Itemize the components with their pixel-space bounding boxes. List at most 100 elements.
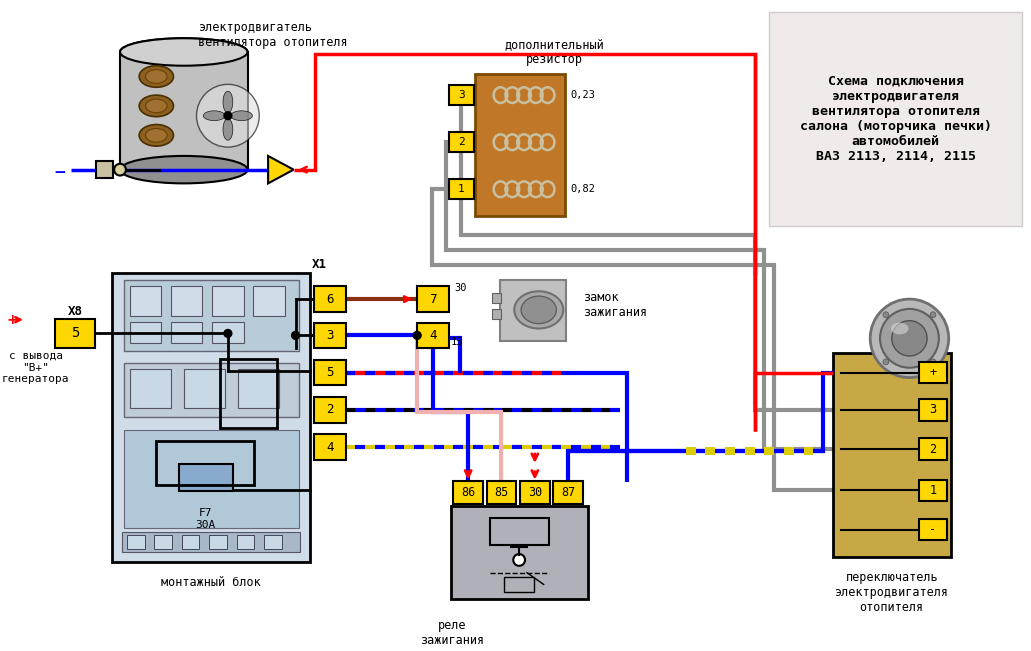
Bar (314, 397, 345, 422)
Bar (784, 447, 794, 455)
Circle shape (880, 309, 939, 368)
Text: 5: 5 (71, 326, 79, 340)
Ellipse shape (521, 296, 557, 324)
Text: 85: 85 (495, 486, 508, 499)
Text: 0,23: 0,23 (570, 90, 595, 100)
Bar (124, 430, 299, 527)
Circle shape (883, 359, 889, 365)
Text: реле
зажигания: реле зажигания (421, 619, 485, 647)
Ellipse shape (145, 128, 167, 142)
Bar (418, 323, 448, 348)
Bar (157, 441, 255, 486)
Text: монтажный блок: монтажный блок (161, 575, 261, 589)
Bar (264, 535, 281, 549)
Text: Х1: Х1 (312, 258, 327, 271)
Circle shape (513, 554, 525, 566)
Text: 15: 15 (451, 337, 463, 347)
Bar (451, 506, 588, 599)
Bar (122, 533, 300, 552)
Ellipse shape (223, 118, 233, 140)
Bar (744, 447, 755, 455)
Ellipse shape (231, 111, 253, 120)
Bar (490, 518, 548, 546)
Circle shape (114, 164, 126, 176)
Bar (171, 286, 202, 316)
Bar (127, 535, 144, 549)
Bar (112, 273, 310, 562)
Ellipse shape (514, 291, 563, 329)
Circle shape (870, 299, 949, 378)
Ellipse shape (203, 111, 225, 120)
Bar (448, 180, 474, 199)
Ellipse shape (145, 70, 167, 83)
Bar (920, 362, 946, 383)
Text: F7
30А: F7 30А (195, 508, 215, 529)
Text: с вывода
"В+"
генератора: с вывода "В+" генератора (2, 351, 69, 384)
Text: 0,82: 0,82 (570, 184, 595, 194)
Circle shape (930, 312, 936, 318)
Ellipse shape (139, 95, 173, 117)
Text: 2: 2 (929, 443, 936, 456)
Text: -: - (929, 523, 936, 536)
Text: замок
зажигания: замок зажигания (583, 291, 647, 319)
Bar (448, 132, 474, 152)
Bar (178, 464, 233, 492)
Bar (314, 434, 345, 460)
Bar (254, 286, 285, 316)
Bar (209, 535, 227, 549)
Bar (212, 286, 243, 316)
Text: 5: 5 (326, 366, 334, 379)
Bar (237, 535, 255, 549)
Bar (124, 363, 299, 417)
Bar (705, 447, 716, 455)
Text: дополнительный
резистор: дополнительный резистор (504, 38, 604, 66)
Bar (238, 368, 279, 408)
Bar (220, 359, 277, 428)
Bar (181, 535, 199, 549)
Text: 1: 1 (458, 184, 465, 194)
Bar (554, 480, 583, 504)
Bar (314, 323, 345, 348)
Bar (184, 368, 225, 408)
Text: 6: 6 (326, 292, 334, 305)
Bar (520, 480, 550, 504)
Bar (803, 447, 813, 455)
Text: 87: 87 (561, 486, 575, 499)
Ellipse shape (120, 38, 247, 66)
Bar (769, 12, 1022, 225)
Ellipse shape (139, 124, 173, 146)
Bar (833, 353, 951, 557)
Text: Х8: Х8 (67, 305, 82, 318)
Bar (96, 161, 113, 178)
Text: 3: 3 (929, 404, 936, 417)
Text: −: − (54, 165, 66, 180)
Bar (418, 286, 448, 312)
Bar (500, 281, 566, 341)
Bar (920, 438, 946, 460)
Circle shape (224, 112, 232, 120)
Bar (56, 319, 95, 348)
Bar (124, 281, 299, 351)
Bar (130, 286, 161, 316)
Circle shape (883, 312, 889, 318)
Circle shape (292, 331, 299, 339)
Text: 4: 4 (326, 441, 334, 454)
Text: переключатель
электродвигателя
отопителя: переключатель электродвигателя отопителя (835, 571, 949, 614)
Bar (492, 309, 501, 319)
Ellipse shape (891, 323, 908, 335)
Text: 4: 4 (429, 329, 436, 342)
Polygon shape (268, 156, 294, 184)
Bar (764, 447, 774, 455)
Text: Схема подключения
электродвигателя
вентилятора отопителя
салона (моторчика печки: Схема подключения электродвигателя венти… (800, 75, 992, 163)
Bar (212, 322, 243, 343)
Text: 3: 3 (458, 90, 465, 100)
Bar (454, 480, 483, 504)
Ellipse shape (223, 91, 233, 113)
Text: 7: 7 (429, 292, 436, 305)
Ellipse shape (139, 66, 173, 87)
Text: +: + (6, 312, 18, 327)
Circle shape (892, 321, 927, 356)
Text: 30: 30 (455, 283, 467, 293)
Bar (725, 447, 735, 455)
Bar (155, 535, 172, 549)
